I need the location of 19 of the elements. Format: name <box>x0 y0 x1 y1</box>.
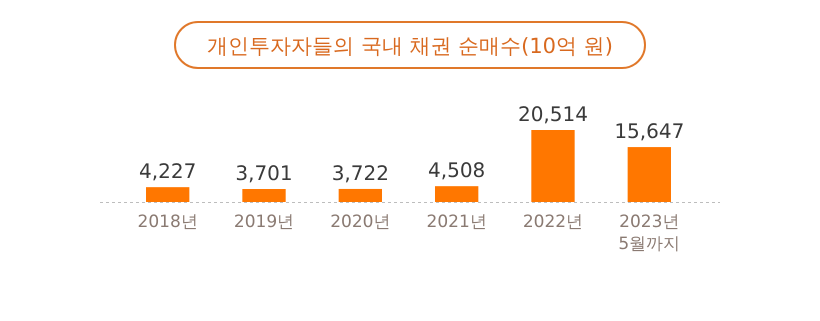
bar <box>338 188 382 202</box>
data-label: 20,514 <box>518 102 588 126</box>
data-label: 3,701 <box>235 161 293 186</box>
bar <box>434 186 478 202</box>
x-tick-label: 2021년 <box>426 212 487 232</box>
data-label: 4,227 <box>139 159 196 184</box>
data-label: 15,647 <box>614 119 684 144</box>
bar <box>531 130 575 202</box>
x-tick-label: 2019년 <box>234 212 294 232</box>
x-tick-label: 2018년 <box>138 212 198 232</box>
data-label: 4,508 <box>428 158 486 182</box>
x-tick-label: 2023년 5월까지 <box>618 212 680 254</box>
bar <box>242 189 286 202</box>
x-tick-label: 2022년 <box>522 212 584 232</box>
chart-title: 개인투자자들의 국내 채권 순매수(10억 원) <box>207 34 613 58</box>
bar <box>146 187 190 202</box>
data-label: 3,722 <box>332 160 389 185</box>
x-tick-label: 2020년 <box>330 212 390 232</box>
bar <box>628 147 671 202</box>
